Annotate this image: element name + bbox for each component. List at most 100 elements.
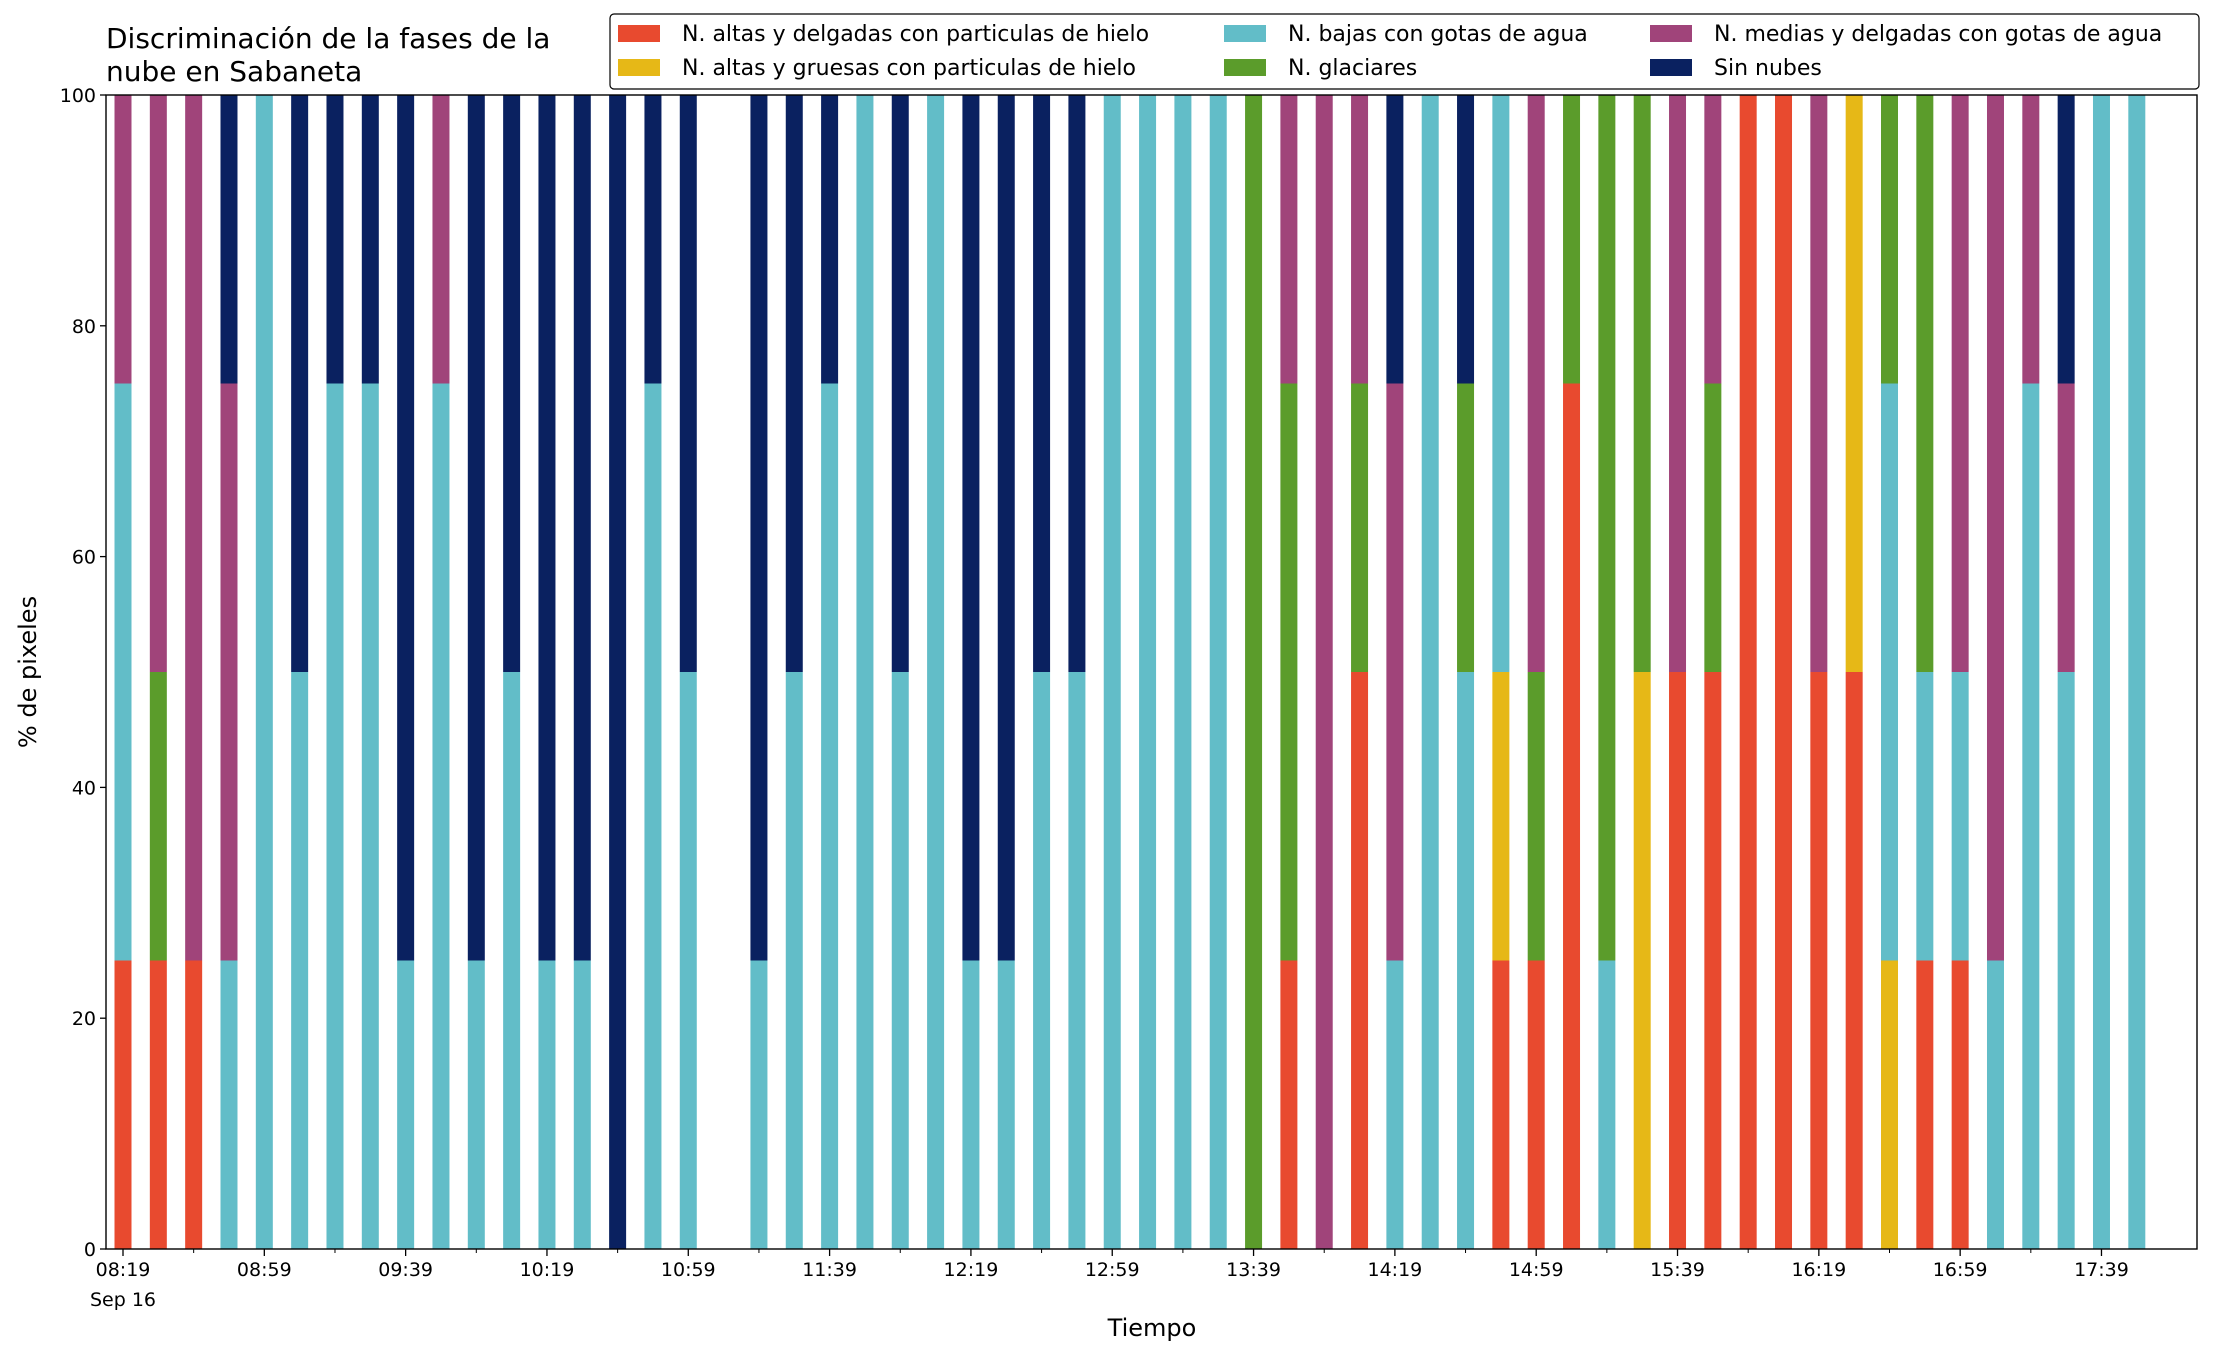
bar-segment — [149, 960, 167, 1249]
bar-segment — [1386, 95, 1404, 384]
bar-segment — [1669, 95, 1687, 672]
bar-segment — [1492, 672, 1510, 961]
bar-segment — [1457, 95, 1475, 384]
bar-segment — [1386, 383, 1404, 961]
bar-segment — [220, 383, 238, 961]
bar-segment — [397, 95, 415, 961]
bar-segment — [185, 960, 203, 1249]
bar-segment — [609, 95, 627, 1249]
bar-segment — [821, 383, 839, 1249]
y-axis-label: % de pixeles — [14, 596, 42, 748]
bar-segment — [1810, 672, 1828, 1249]
bar-segment — [326, 383, 344, 1249]
bar-segment — [291, 95, 309, 672]
chart-title: Discriminación de la fases de la nube en… — [106, 22, 551, 88]
legend-label: N. glaciares — [1288, 56, 1417, 81]
bar-segment — [1986, 95, 2004, 961]
bar-segment — [1775, 95, 1793, 1249]
bar-segment — [1527, 95, 1545, 672]
y-tick-label: 60 — [72, 547, 96, 569]
legend-swatch — [1650, 25, 1692, 42]
bar-segment — [1033, 95, 1051, 672]
bar-segment — [856, 95, 874, 1249]
x-tick-label: 08:19 — [96, 1259, 151, 1281]
bar-segment — [2057, 95, 2075, 384]
bar-segment — [962, 960, 980, 1249]
bar-segment — [1633, 672, 1651, 1249]
bar-segment — [1845, 95, 1863, 672]
legend-label: N. altas y delgadas con particulas de hi… — [682, 22, 1149, 47]
bar-segment — [361, 95, 379, 384]
bar-segment — [397, 960, 415, 1249]
bar-segment — [149, 672, 167, 961]
bar-segment — [1457, 672, 1475, 1249]
bar-segment — [821, 95, 839, 384]
bar-segment — [1598, 960, 1616, 1249]
bar-segment — [1881, 383, 1898, 961]
plot-frame — [105, 94, 2198, 1250]
x-tick-label: 12:19 — [944, 1259, 999, 1281]
bar-segment — [2092, 95, 2110, 1249]
legend-label: N. altas y gruesas con particulas de hie… — [682, 56, 1136, 81]
bar-segment — [467, 95, 485, 961]
x-date-label: Sep 16 — [90, 1289, 156, 1311]
bar-segment — [185, 95, 203, 961]
legend-label: N. bajas con gotas de agua — [1288, 22, 1588, 47]
bar-segment — [1633, 95, 1651, 672]
x-tick-label: 10:19 — [520, 1259, 575, 1281]
bar-segment — [1881, 960, 1898, 1249]
bar-segment — [891, 672, 909, 1249]
bar-segment — [1669, 672, 1687, 1249]
x-tick-label: 13:39 — [1226, 1259, 1281, 1281]
bar-segment — [538, 95, 556, 961]
legend-swatch — [618, 25, 660, 42]
legend-swatch — [1224, 25, 1266, 42]
x-tick-label: 11:39 — [802, 1259, 857, 1281]
x-tick-label: 08:59 — [237, 1259, 292, 1281]
bar-segment — [1209, 95, 1227, 1249]
bar-segment — [1704, 672, 1722, 1249]
x-axis-label: Tiempo — [1107, 1314, 1197, 1342]
bar-segment — [1139, 95, 1157, 1249]
bar-segment — [1280, 960, 1298, 1249]
x-tick-label: 15:39 — [1650, 1259, 1705, 1281]
bar-segment — [1916, 95, 1934, 672]
legend-frame — [609, 13, 2200, 90]
bar-segment — [291, 672, 309, 1249]
bar-segment — [1881, 95, 1898, 384]
legend-swatch — [618, 59, 660, 76]
bar-segment — [220, 95, 238, 384]
bar-segment — [467, 960, 485, 1249]
bar-segment — [1986, 960, 2004, 1249]
legend-label: N. medias y delgadas con gotas de agua — [1714, 22, 2162, 47]
bar-segment — [149, 95, 167, 672]
bar-segment — [927, 95, 945, 1249]
legend-swatch — [1224, 59, 1266, 76]
x-tick-label: 10:59 — [661, 1259, 716, 1281]
y-tick-label: 0 — [84, 1239, 96, 1261]
bar-segment — [997, 960, 1015, 1249]
bar-segment — [1351, 95, 1369, 384]
bar-segment — [1527, 672, 1545, 961]
bar-segment — [1951, 960, 1969, 1249]
bar-segment — [1174, 95, 1192, 1249]
bar-segment — [1916, 672, 1934, 961]
bar-segment — [679, 95, 697, 672]
bar-segment — [1457, 383, 1475, 672]
bar-segment — [1704, 95, 1722, 384]
bar-segment — [573, 960, 591, 1249]
bar-segment — [1916, 960, 1934, 1249]
bar-segment — [255, 95, 273, 1249]
bar-segment — [503, 95, 521, 672]
bar-segment — [1068, 95, 1086, 672]
bar-segment — [1280, 383, 1298, 961]
bar-segment — [891, 95, 909, 672]
bar-segment — [1103, 95, 1121, 1249]
x-tick-label: 14:59 — [1509, 1259, 1564, 1281]
bar-segment — [750, 960, 768, 1249]
bar-segment — [1951, 672, 1969, 961]
bar-segment — [432, 383, 450, 1249]
bar-segment — [1704, 383, 1722, 672]
bar-segment — [1563, 383, 1581, 1249]
bar-segment — [326, 95, 344, 384]
